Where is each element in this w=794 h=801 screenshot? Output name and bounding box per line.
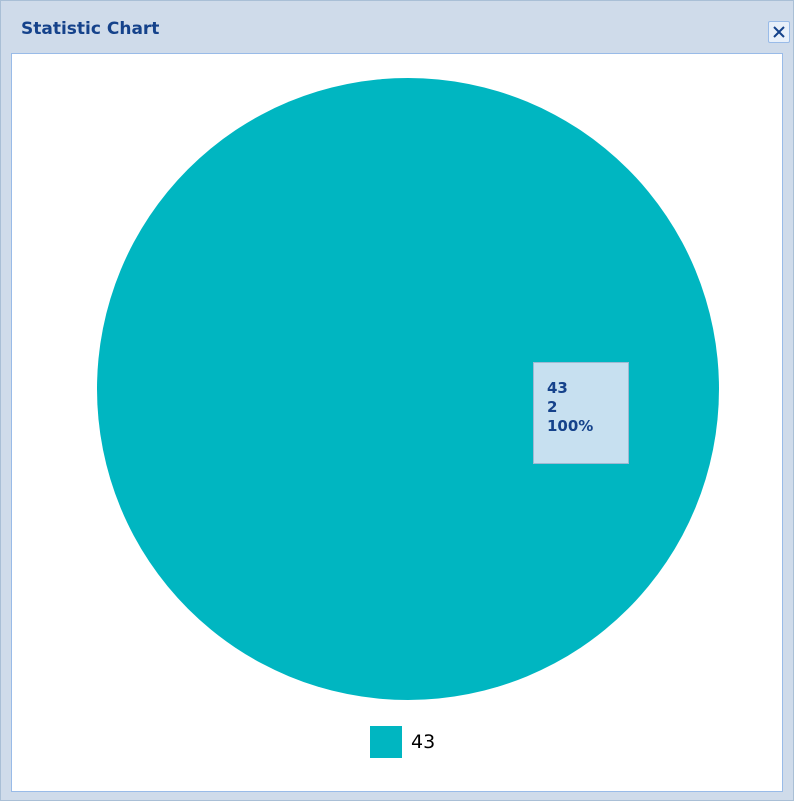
window-titlebar[interactable]: Statistic Chart bbox=[1, 1, 793, 53]
slice-label-percent: 100% bbox=[547, 417, 594, 435]
legend-label: 43 bbox=[411, 731, 436, 753]
close-button[interactable] bbox=[768, 21, 790, 43]
chart-panel: 43 2 100% 43 bbox=[11, 53, 783, 792]
pie-slice-43[interactable] bbox=[97, 78, 719, 700]
legend-swatch bbox=[370, 726, 402, 758]
slice-data-label: 43 2 100% bbox=[533, 362, 629, 464]
slice-label-category: 43 bbox=[547, 379, 568, 397]
pie-chart bbox=[97, 78, 719, 700]
window-title: Statistic Chart bbox=[21, 19, 160, 39]
close-icon bbox=[773, 26, 785, 38]
slice-label-value: 2 bbox=[547, 398, 558, 416]
